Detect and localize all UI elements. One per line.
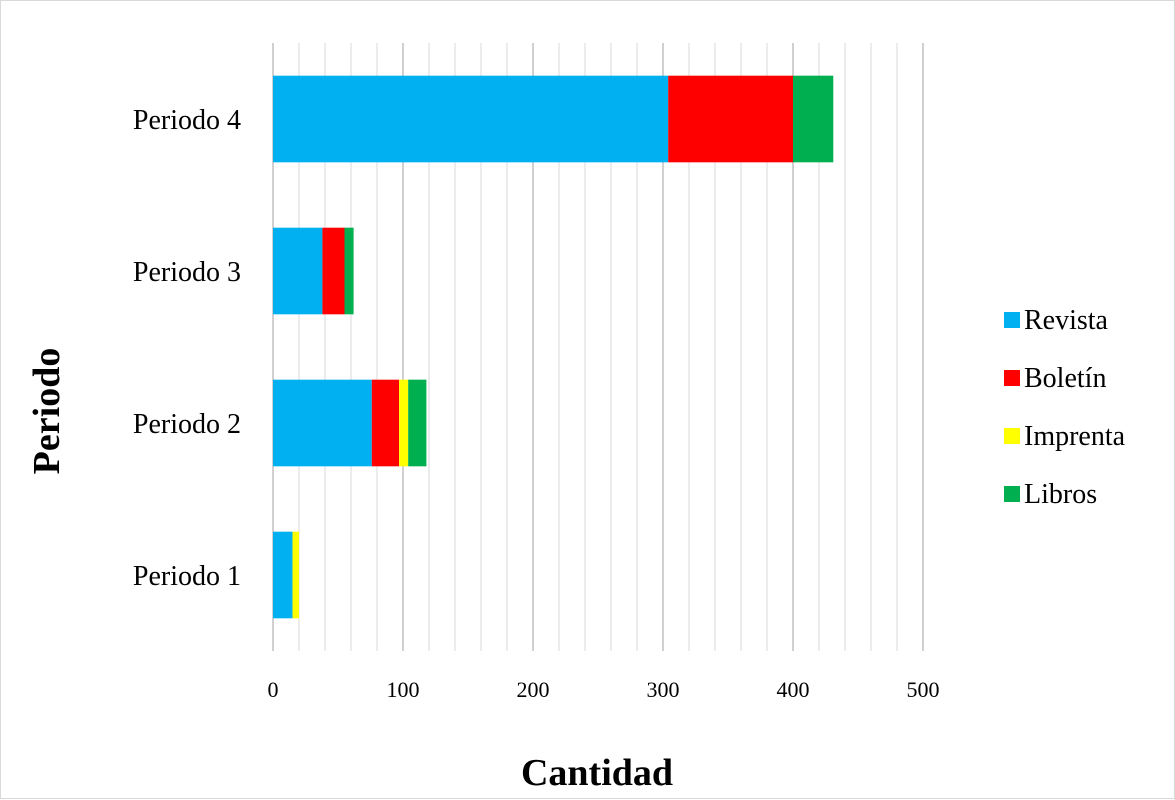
legend-swatch-imprenta xyxy=(1004,428,1020,444)
category-labels: Periodo 1 Periodo 2 Periodo 3 Periodo 4 xyxy=(133,105,241,592)
bar-segment-periodo-2-libros xyxy=(408,379,427,467)
legend-swatch-revista xyxy=(1004,312,1020,328)
bar-segment-periodo-3-boletín xyxy=(322,227,345,315)
category-label: Periodo 4 xyxy=(133,105,241,136)
legend-swatch-boletín xyxy=(1004,370,1020,386)
x-tick-label: 400 xyxy=(777,677,810,702)
bar-segment-periodo-4-boletín xyxy=(668,75,793,163)
bar-segment-periodo-4-revista xyxy=(273,75,669,163)
bar-segment-periodo-3-libros xyxy=(344,227,354,315)
legend-label: Boletín xyxy=(1024,363,1106,394)
x-tick-label: 0 xyxy=(268,677,279,702)
category-label: Periodo 2 xyxy=(133,409,241,440)
category-label: Periodo 3 xyxy=(133,257,241,288)
legend-label: Imprenta xyxy=(1024,421,1126,452)
bar-segment-periodo-1-imprenta xyxy=(292,531,299,619)
x-axis-title: Cantidad xyxy=(521,752,673,794)
legend-label: Libros xyxy=(1024,479,1097,510)
x-tick-label: 100 xyxy=(387,677,420,702)
x-tick-label: 200 xyxy=(517,677,550,702)
legend-label: Revista xyxy=(1024,305,1109,336)
x-tick-label: 300 xyxy=(647,677,680,702)
legend: Revista Boletín Imprenta Libros xyxy=(1004,305,1126,510)
x-tick-label: 500 xyxy=(907,677,940,702)
bars xyxy=(273,75,834,619)
bar-segment-periodo-3-revista xyxy=(273,227,323,315)
bar-segment-periodo-1-revista xyxy=(273,531,293,619)
x-tick-labels: 0 100 200 300 400 500 xyxy=(268,677,940,702)
y-axis-title: Periodo xyxy=(26,348,68,475)
bar-segment-periodo-2-revista xyxy=(273,379,372,467)
bar-segment-periodo-4-libros xyxy=(793,75,834,163)
bar-segment-periodo-2-boletín xyxy=(371,379,400,467)
category-label: Periodo 1 xyxy=(133,561,241,592)
legend-swatch-libros xyxy=(1004,486,1020,502)
bar-segment-periodo-2-imprenta xyxy=(399,379,409,467)
